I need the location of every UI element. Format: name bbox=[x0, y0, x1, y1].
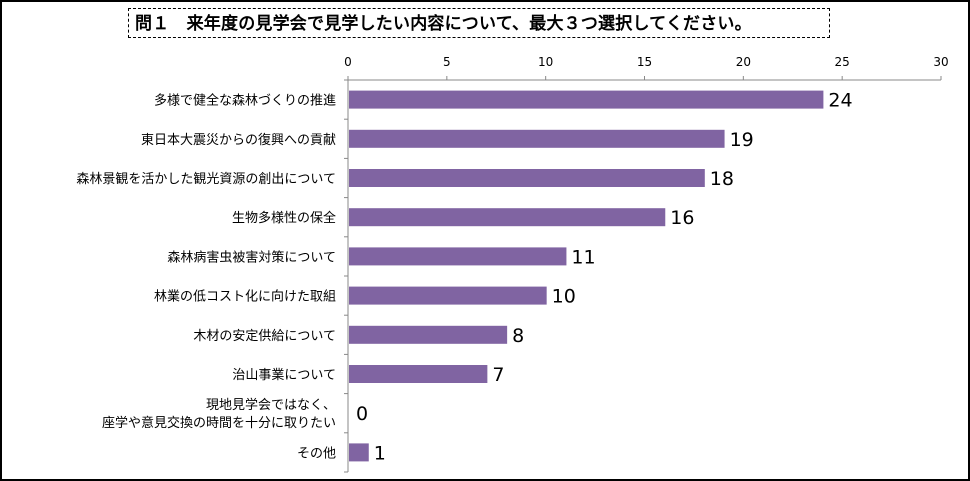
data-label: 7 bbox=[492, 364, 504, 386]
category-label: 多様で健全な森林づくりの推進 bbox=[154, 93, 336, 109]
bar bbox=[349, 325, 508, 344]
data-label: 11 bbox=[571, 246, 595, 268]
bar bbox=[349, 286, 547, 305]
data-label: 0 bbox=[356, 403, 368, 425]
category-label: 森林景観を活かした観光資源の創出について bbox=[76, 172, 336, 187]
bar bbox=[349, 169, 705, 187]
category-label: 森林病害虫被害対策について bbox=[167, 249, 336, 265]
category-label: 現地見学会ではなく、 bbox=[206, 397, 336, 413]
x-tick-label: 20 bbox=[736, 55, 751, 69]
x-tick-label: 15 bbox=[637, 55, 652, 69]
category-label: 林業の低コスト化に向けた取組 bbox=[154, 289, 336, 305]
data-label: 24 bbox=[828, 90, 852, 112]
x-tick-label: 25 bbox=[835, 55, 850, 69]
chart-title: 問１ 来年度の見学会で見学したい内容について、最大３つ選択してください。 bbox=[128, 8, 830, 38]
category-label: その他 bbox=[297, 446, 336, 461]
category-label: 座学や意見交換の時間を十分に取りたい bbox=[102, 415, 336, 431]
category-label: 治山事業について bbox=[232, 367, 336, 383]
bar bbox=[349, 365, 488, 383]
x-tick-label: 10 bbox=[538, 55, 553, 69]
bar bbox=[349, 90, 824, 109]
data-label: 18 bbox=[710, 168, 734, 190]
bar bbox=[349, 129, 725, 148]
x-tick-label: 30 bbox=[933, 55, 948, 69]
data-label: 8 bbox=[512, 325, 524, 347]
data-label: 10 bbox=[552, 286, 576, 308]
data-label: 19 bbox=[730, 129, 754, 151]
category-label: 木材の安定供給について bbox=[193, 329, 336, 344]
bar bbox=[349, 443, 369, 462]
bar bbox=[349, 208, 666, 227]
category-label: 東日本大震災からの復興への貢献 bbox=[141, 132, 336, 148]
data-label: 1 bbox=[374, 442, 386, 464]
x-tick-label: 0 bbox=[344, 55, 352, 69]
x-tick-label: 5 bbox=[443, 55, 451, 69]
bar bbox=[349, 247, 567, 266]
category-label: 生物多様性の保全 bbox=[232, 210, 336, 226]
data-label: 16 bbox=[670, 207, 694, 229]
